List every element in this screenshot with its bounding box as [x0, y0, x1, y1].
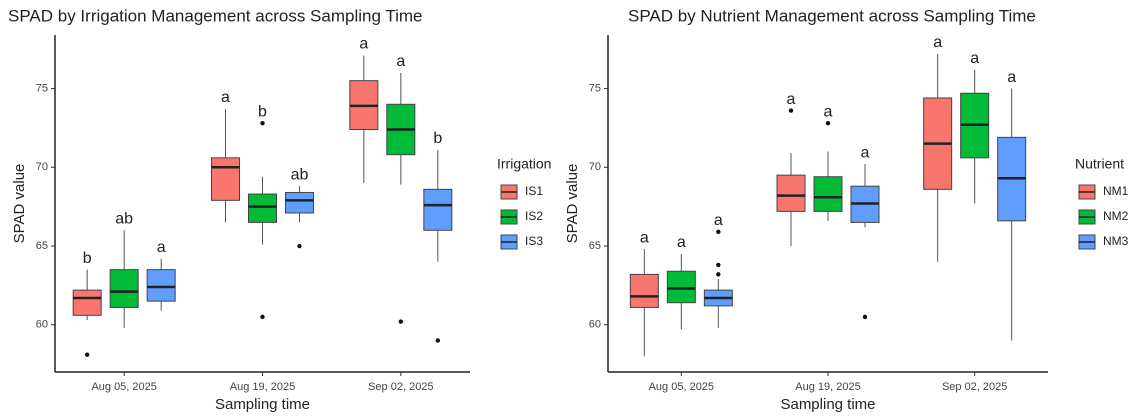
significance-letter: a: [861, 144, 870, 161]
x-tick-label: Sep 02, 2025: [942, 381, 1007, 393]
significance-letter: a: [1007, 69, 1016, 86]
y-tick-label: 75: [589, 82, 601, 94]
outlier: [435, 338, 441, 343]
box: [72, 289, 102, 316]
outlier: [260, 120, 265, 126]
box: [146, 269, 176, 302]
significance-letter: a: [970, 50, 979, 67]
chart-title: SPAD by Nutrient Management across Sampl…: [628, 6, 1036, 25]
significance-letter: a: [824, 103, 833, 120]
significance-letter: b: [433, 130, 442, 147]
box: [776, 174, 806, 212]
legend-label: NM2: [1103, 209, 1129, 223]
legend-label: IS1: [525, 184, 543, 198]
y-tick-label: 65: [589, 240, 601, 252]
outlier: [297, 243, 302, 249]
legend-label: NM1: [1103, 184, 1129, 198]
significance-letter: a: [714, 212, 723, 229]
y-tick-label: 70: [589, 161, 601, 173]
outlier: [716, 262, 721, 268]
outlier: [260, 314, 265, 320]
significance-letter: a: [359, 36, 368, 53]
x-tick-label: Aug 05, 2025: [649, 381, 714, 393]
legend-label: IS2: [525, 209, 543, 223]
outlier: [862, 314, 868, 320]
significance-letter: b: [258, 103, 267, 120]
legend-label: IS3: [525, 234, 543, 248]
x-tick-label: Aug 19, 2025: [795, 381, 860, 393]
outlier: [398, 319, 404, 324]
y-axis-title: SPAD value: [11, 164, 28, 244]
outlier: [84, 352, 90, 357]
significance-letter: a: [787, 91, 796, 108]
box: [285, 191, 314, 214]
box: [629, 273, 659, 308]
significance-letter: b: [83, 250, 92, 267]
y-tick-label: 70: [36, 161, 48, 173]
outlier: [788, 108, 794, 113]
box: [423, 188, 453, 231]
legend-title: Nutrient: [1075, 156, 1124, 172]
x-axis-title: Sampling time: [780, 396, 875, 413]
y-tick-label: 65: [36, 240, 48, 252]
y-tick-label: 60: [589, 319, 601, 331]
outlier: [716, 229, 721, 235]
significance-letter: a: [396, 53, 405, 70]
y-tick-label: 60: [36, 319, 48, 331]
outlier: [716, 272, 721, 277]
box: [211, 157, 240, 201]
x-tick-label: Aug 05, 2025: [91, 381, 156, 393]
y-axis-title: SPAD value: [564, 164, 581, 244]
box: [813, 176, 843, 212]
significance-letter: a: [677, 234, 686, 251]
legend-title: Irrigation: [497, 156, 551, 172]
chart-title: SPAD by Irrigation Management across Sam…: [8, 6, 422, 25]
y-tick-label: 75: [36, 82, 48, 94]
significance-letter: a: [221, 89, 230, 106]
significance-letter: ab: [291, 166, 309, 183]
box: [248, 193, 277, 223]
x-tick-label: Sep 02, 2025: [368, 381, 433, 393]
significance-letter: ab: [115, 210, 133, 227]
significance-letter: a: [157, 239, 166, 256]
significance-letter: a: [933, 34, 942, 51]
x-axis-title: Sampling time: [215, 396, 310, 413]
legend-label: NM3: [1103, 234, 1129, 248]
outlier: [825, 120, 831, 126]
box: [109, 269, 139, 308]
x-tick-label: Aug 19, 2025: [230, 381, 295, 393]
significance-letter: a: [640, 229, 649, 246]
box: [666, 270, 696, 304]
